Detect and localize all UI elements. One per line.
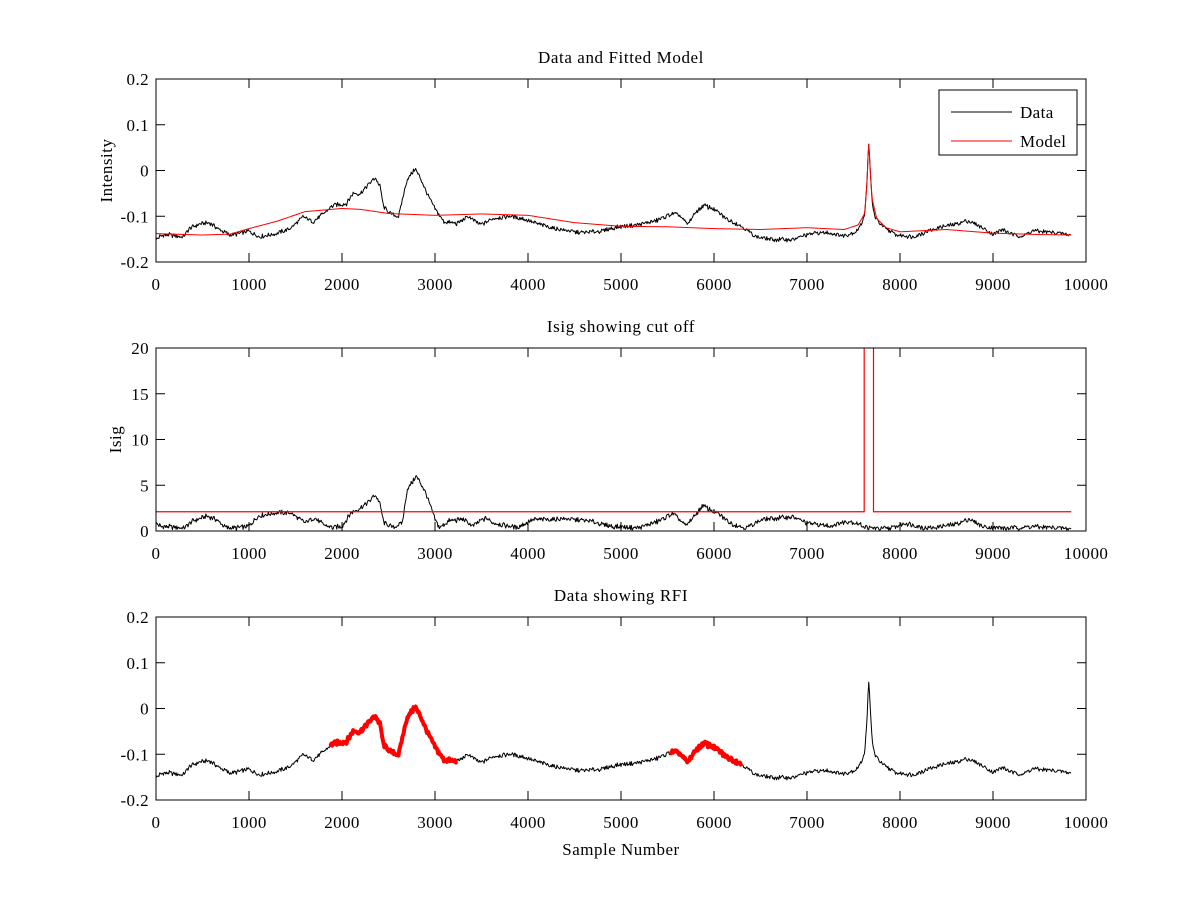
cutoff-line [156,348,1072,513]
x-tick-label: 9000 [975,813,1011,832]
chart-title: Data showing RFI [554,586,688,605]
legend-box [938,89,1078,156]
y-tick-label: 0 [140,522,149,541]
plot-area [156,143,1072,243]
x-tick-label: 10000 [1064,275,1109,294]
x-tick-label: 7000 [789,544,825,563]
x-tick-label: 4000 [510,813,546,832]
rfi-segment-1 [328,704,458,765]
x-tick-label: 6000 [696,275,732,294]
y-tick-label: 0.2 [127,70,149,89]
subplot-data-rfi: Data showing RFI Sample Number 0 1000 2000… [120,586,1109,859]
y-tick-label: 0 [140,162,149,181]
subplot-data-and-model: Data and Fitted Model Intensity 0 1000 200… [97,48,1108,294]
legend-label-data: Data [1020,103,1054,122]
x-axis-label: Sample Number [562,840,679,859]
x-tick-label: 2000 [324,275,360,294]
x-tick-label: 2000 [324,813,360,832]
x-tick-label: 10000 [1064,813,1109,832]
y-tick-label: 0.2 [127,608,149,627]
x-tick-label: 8000 [882,813,918,832]
plot-area [156,348,1072,531]
legend: Data Model [938,89,1078,156]
y-tick-label: 10 [131,431,149,450]
x-tick-label: 5000 [603,544,639,563]
x-tick-label: 7000 [789,275,825,294]
y-tick-label: -0.2 [120,253,149,272]
x-tick-label: 6000 [696,813,732,832]
x-tick-label: 8000 [882,544,918,563]
y-tick-label: -0.1 [120,745,149,764]
x-tick-label: 9000 [975,544,1011,563]
x-tick-label: 4000 [510,544,546,563]
y-tick-label: -0.2 [120,791,149,810]
y-tick-label: 15 [131,385,149,404]
chart-title: Isig showing cut off [547,317,695,336]
y-tick-label: 0 [140,700,149,719]
data-series-line [156,681,1072,781]
x-tick-label: 0 [152,275,161,294]
y-tick-label: 20 [131,339,149,358]
x-tick-label: 7000 [789,813,825,832]
x-tick-label: 1000 [231,544,267,563]
plot-area [156,681,1072,781]
subplot-isig-cutoff: Isig showing cut off Isig 0 1000 2000 3000 4… [106,317,1109,563]
rfi-segment-2 [668,739,743,767]
x-tick-label: 8000 [882,275,918,294]
x-tick-label: 3000 [417,544,453,563]
x-tick-label: 3000 [417,813,453,832]
y-axis-label: Intensity [97,139,116,203]
x-tick-label: 10000 [1064,544,1109,563]
y-tick-label: -0.1 [120,207,149,226]
x-tick-label: 5000 [603,275,639,294]
y-tick-label: 5 [140,476,149,495]
x-tick-label: 0 [152,544,161,563]
x-tick-label: 0 [152,813,161,832]
x-tick-label: 5000 [603,813,639,832]
y-tick-label: 0.1 [127,654,149,673]
x-tick-label: 2000 [324,544,360,563]
isig-series-line [156,475,1072,531]
x-tick-label: 4000 [510,275,546,294]
x-tick-label: 1000 [231,813,267,832]
x-tick-label: 3000 [417,275,453,294]
y-tick-label: 0.1 [127,116,149,135]
chart-title: Data and Fitted Model [538,48,704,67]
x-tick-label: 1000 [231,275,267,294]
legend-label-model: Model [1020,132,1066,151]
y-axis-label: Isig [106,426,125,454]
x-tick-label: 6000 [696,544,732,563]
x-tick-label: 9000 [975,275,1011,294]
model-series-line [156,143,1072,236]
data-series-line [156,143,1072,243]
